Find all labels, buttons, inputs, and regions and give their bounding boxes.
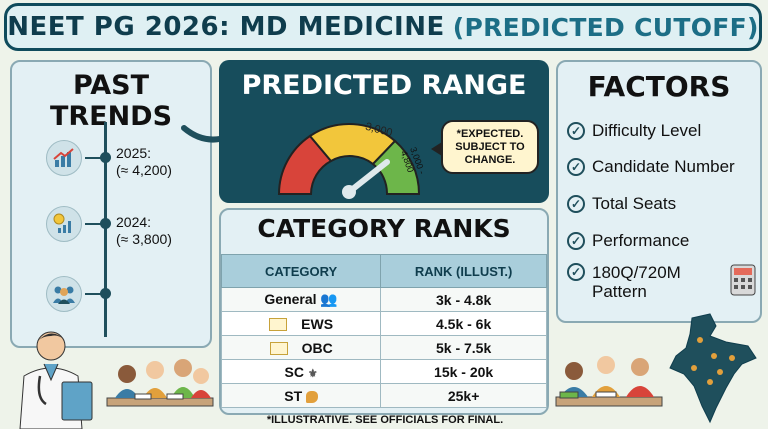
check-circle-icon: ✓	[567, 194, 585, 213]
rank-cell: 15k - 20k	[380, 359, 547, 384]
timeline-connector-earlier	[85, 293, 101, 295]
past-trends-title: PAST TRENDS	[49, 70, 173, 132]
column-header-category: CATEGORY	[221, 254, 382, 288]
factor-item: ✓ Performance	[567, 222, 760, 259]
category-ranks-panel: CATEGORY RANKS CATEGORY RANK (ILLUST.) G…	[219, 208, 549, 415]
expected-note-bubble: *EXPECTED. SUBJECT TO CHANGE.	[441, 120, 539, 174]
factor-item: ✓ Total Seats	[567, 185, 760, 222]
factor-item: ✓ 180Q/720M Pattern	[567, 259, 760, 303]
table-row: OBC 5k - 7.5k	[221, 335, 547, 360]
trend-2024-value: (≈ 3,800)	[116, 231, 172, 247]
note-bubble-tail	[431, 142, 442, 156]
people-group-icon: 👥	[320, 291, 338, 307]
category-ranks-table: CATEGORY RANK (ILLUST.) General 👥 3k - 4…	[221, 254, 547, 408]
predicted-range-panel: PREDICTED RANGE 3,000 3,000 - 4,800 *EXP…	[219, 60, 549, 203]
india-map-small-icon	[306, 390, 319, 403]
category-ews: EWS	[301, 315, 334, 332]
timeline-connector-2024	[85, 223, 101, 225]
table-row: ST 25k+	[221, 383, 547, 408]
table-row: SC ⚜ 15k - 20k	[221, 359, 547, 384]
calculator-icon	[730, 264, 756, 296]
timeline-dot-earlier	[100, 288, 111, 299]
category-cell: SC ⚜	[221, 359, 382, 384]
rank-cell: 25k+	[380, 383, 547, 408]
emblem-icon: ⚜	[307, 367, 318, 380]
category-cell: EWS	[221, 311, 382, 336]
page-title-bar: NEET PG 2026: MD MEDICINE (PREDICTED CUT…	[4, 3, 762, 51]
category-cell: General 👥	[221, 287, 382, 312]
factor-item: ✓ Candidate Number	[567, 149, 760, 185]
category-cell: OBC	[221, 335, 382, 360]
timeline-dot-2024	[100, 218, 111, 229]
certificate-icon	[269, 342, 288, 356]
factor-label: Total Seats	[592, 193, 677, 213]
check-circle-icon: ✓	[567, 158, 585, 176]
category-general: General	[264, 291, 317, 307]
check-circle-icon: ✓	[567, 231, 585, 250]
chart-growth-icon	[46, 140, 82, 176]
factors-title: FACTORS	[587, 70, 731, 103]
timeline-dot-2025	[100, 152, 111, 163]
chart-coin-icon	[46, 206, 82, 242]
predicted-range-title: PREDICTED RANGE	[241, 70, 527, 101]
page-subtitle: (PREDICTED CUTOFF)	[452, 12, 759, 42]
trend-2025-value: (≈ 4,200)	[116, 162, 172, 178]
check-circle-icon: ✓	[567, 122, 585, 140]
category-ranks-title: CATEGORY RANKS	[257, 214, 511, 243]
trend-2024-year: 2024:	[116, 214, 152, 230]
column-header-rank: RANK (ILLUST.)	[380, 254, 547, 288]
category-cell: ST	[221, 383, 382, 408]
group-study-illustration	[555, 356, 663, 407]
factor-label: Performance	[592, 230, 690, 250]
trend-2024: 2024: (≈ 3,800)	[116, 214, 172, 248]
trend-2025: 2025: (≈ 4,200)	[116, 145, 172, 179]
category-obc: OBC	[301, 339, 333, 356]
students-study-illustration	[106, 359, 214, 407]
timeline-connector-2025	[85, 157, 101, 159]
doctor-illustration	[19, 331, 93, 429]
rank-cell: 4.5k - 6k	[380, 311, 547, 336]
category-st: ST	[284, 387, 303, 404]
table-row: EWS 4.5k - 6k	[221, 311, 547, 336]
check-circle-icon: ✓	[567, 263, 585, 281]
india-map-icon	[669, 313, 757, 424]
rank-cell: 3k - 4.8k	[380, 287, 547, 312]
table-row: General 👥 3k - 4.8k	[221, 287, 547, 312]
people-group-icon	[46, 276, 82, 312]
factor-label: Candidate Number	[592, 157, 735, 176]
gauge-icon	[277, 123, 421, 199]
page-title: NEET PG 2026: MD MEDICINE	[7, 12, 445, 42]
certificate-icon	[269, 318, 288, 332]
timeline-line	[104, 122, 107, 337]
factors-panel: FACTORS ✓ Difficulty Level ✓ Candidate Num…	[556, 60, 762, 323]
trend-2025-year: 2025:	[116, 145, 152, 161]
expected-note-text: *EXPECTED. SUBJECT TO CHANGE.	[455, 127, 525, 166]
factor-label: Difficulty Level	[592, 121, 702, 140]
illustrative-footnote: *ILLUSTRATIVE. SEE OFFICIALS FOR FINAL.	[266, 414, 504, 426]
factor-item: ✓ Difficulty Level	[567, 113, 760, 149]
table-header-row: CATEGORY RANK (ILLUST.)	[221, 254, 547, 288]
rank-cell: 5k - 7.5k	[380, 335, 547, 360]
factor-label: 180Q/720M Pattern	[592, 263, 681, 301]
category-sc: SC	[284, 363, 304, 380]
past-trends-panel: PAST TRENDS	[10, 60, 212, 348]
